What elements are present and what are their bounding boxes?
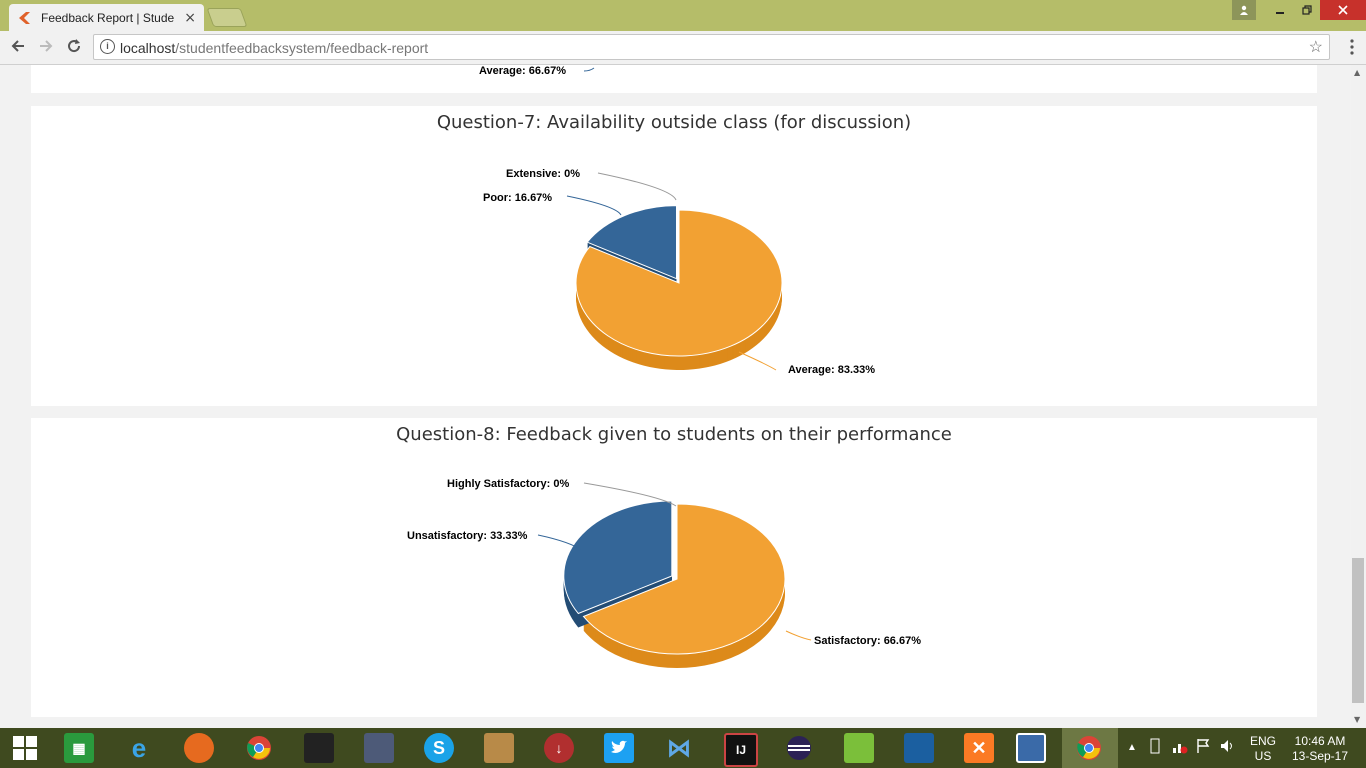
back-arrow-icon[interactable]: [10, 38, 26, 59]
bookmark-star-icon[interactable]: ☆: [1308, 39, 1323, 56]
mysql-workbench-icon[interactable]: [904, 733, 934, 763]
chart-card-question-7: Question-7: Availability outside class (…: [31, 106, 1317, 406]
pie-slice-poor[interactable]: [586, 205, 677, 280]
scrollbar-thumb[interactable]: [1352, 558, 1364, 703]
app-avatar-icon[interactable]: [304, 733, 334, 763]
connector-extensive: [597, 172, 677, 201]
label-poor: Poor: 16.67%: [483, 192, 552, 204]
address-bar[interactable]: i localhost/studentfeedbacksystem/feedba…: [93, 34, 1330, 60]
tray-overflow-icon[interactable]: ▲: [1127, 742, 1137, 753]
intellij-icon[interactable]: IJ: [724, 733, 758, 767]
pie-slices: [563, 500, 786, 668]
chrome-icon[interactable]: [244, 733, 274, 763]
url-host: localhost: [120, 40, 176, 56]
internet-explorer-icon[interactable]: e: [131, 732, 147, 763]
previous-chart-remnant: Average: 66.67%: [479, 65, 595, 77]
clock-time: 10:46 AM: [1294, 734, 1346, 748]
keyboard-layout: US: [1254, 749, 1272, 763]
photo-app-icon[interactable]: [364, 733, 394, 763]
pie-chart-question-7: Extensive: 0% Poor: 16.67% Average: 83.3…: [483, 168, 875, 376]
url-text: localhost/studentfeedbacksystem/feedback…: [120, 40, 428, 56]
label-average: Average: 83.33%: [788, 364, 875, 376]
chart-title: Question-7: Availability outside class (…: [436, 112, 912, 133]
connector-unsatisfactory: [537, 534, 584, 552]
store-icon[interactable]: ▦: [64, 733, 94, 763]
pie-slice-satisfactory[interactable]: [582, 503, 786, 655]
reload-icon[interactable]: [66, 38, 82, 59]
restore-icon[interactable]: [1293, 0, 1320, 20]
browser-toolbar: i localhost/studentfeedbacksystem/feedba…: [0, 31, 1366, 65]
visual-studio-icon[interactable]: ⋈: [667, 734, 691, 762]
connector-average: [738, 351, 777, 371]
browser-title-bar: Feedback Report | Stude ×: [0, 0, 1366, 31]
system-clock[interactable]: 10:46 AM 13-Sep-17: [1288, 734, 1352, 768]
window-controls: [1232, 0, 1366, 20]
windows-start-icon[interactable]: [10, 733, 40, 763]
profile-icon[interactable]: [1232, 0, 1256, 20]
connector-poor: [566, 195, 622, 216]
pie-slice-unsatisfactory[interactable]: [563, 500, 673, 615]
scroll-up-icon[interactable]: ▲: [1354, 68, 1361, 77]
page-content: Average: 66.67% Question-7: Availability…: [0, 65, 1351, 728]
chart-title: Question-8: Feedback given to students o…: [396, 424, 952, 445]
page-info-icon[interactable]: i: [100, 39, 115, 54]
forward-arrow-icon[interactable]: [38, 38, 54, 59]
notepad-plus-plus-icon[interactable]: [844, 733, 874, 763]
label-satisfactory: Satisfactory: 66.67%: [814, 635, 921, 647]
scroll-down-icon[interactable]: ▼: [1354, 715, 1361, 724]
eclipse-icon[interactable]: [784, 733, 814, 763]
pie-slice-average[interactable]: [575, 209, 783, 357]
network-icon[interactable]: [1172, 738, 1188, 768]
label-extensive: Extensive: 0%: [506, 168, 580, 180]
label-highly-satisfactory: Highly Satisfactory: 0%: [447, 478, 569, 490]
download-manager-icon[interactable]: ↓: [544, 733, 574, 763]
volume-icon[interactable]: [1220, 738, 1236, 768]
previous-chart-card: Average: 66.67%: [31, 65, 1317, 93]
xampp-icon[interactable]: ✕: [964, 733, 994, 763]
brackets-icon[interactable]: [1016, 733, 1046, 763]
chrome-active-icon[interactable]: [1074, 733, 1104, 763]
tab-close-icon[interactable]: ×: [184, 9, 196, 26]
skype-icon[interactable]: S: [424, 733, 454, 763]
browser-tab[interactable]: Feedback Report | Stude ×: [9, 4, 204, 31]
action-center-flag-icon[interactable]: [1196, 738, 1210, 768]
tray-device-icon[interactable]: [1148, 738, 1162, 768]
connector-satisfactory: [785, 630, 812, 641]
previous-chart-label: Average: 66.67%: [479, 65, 566, 77]
chart-card-question-8: Question-8: Feedback given to students o…: [31, 418, 1317, 717]
new-tab-button[interactable]: [206, 8, 248, 27]
site-favicon-icon: [19, 11, 30, 24]
tab-title: Feedback Report | Stude: [41, 10, 175, 25]
pie-slices: [575, 205, 783, 370]
firefox-icon[interactable]: [184, 733, 214, 763]
url-path: /studentfeedbacksystem/feedback-report: [175, 40, 429, 56]
game-app-icon[interactable]: [484, 733, 514, 763]
label-unsatisfactory: Unsatisfactory: 33.33%: [407, 530, 528, 542]
language-code: ENG: [1250, 734, 1277, 748]
browser-menu-icon[interactable]: [1350, 39, 1354, 59]
minimize-icon[interactable]: [1266, 0, 1293, 20]
language-indicator[interactable]: ENG US: [1250, 734, 1276, 768]
pie-chart-question-8: Highly Satisfactory: 0% Unsatisfactory: …: [407, 478, 921, 668]
window-close-icon[interactable]: [1320, 0, 1366, 20]
windows-taskbar: ▦ e S ↓ ⋈ IJ ✕ ▲: [0, 728, 1366, 768]
twitter-icon[interactable]: [604, 733, 634, 763]
connector-highly-satisfactory: [583, 482, 677, 507]
clock-date: 13-Sep-17: [1291, 749, 1349, 763]
page-scrollbar[interactable]: ▲ ▼: [1351, 65, 1366, 728]
